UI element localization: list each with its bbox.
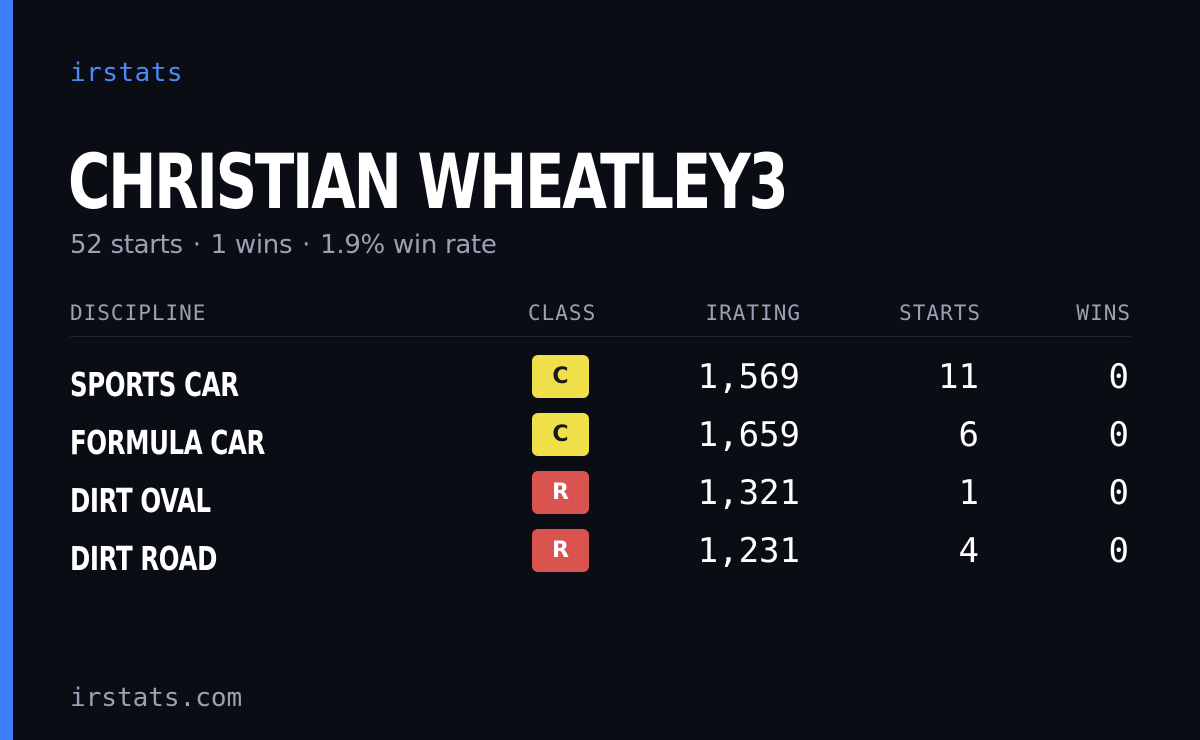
accent-bar	[0, 0, 13, 740]
wins-value: 0	[1108, 415, 1129, 455]
header-class: CLASS	[528, 301, 597, 325]
header-irating: IRATING	[705, 301, 801, 325]
irating-value: 1,659	[697, 415, 800, 455]
table-body: SPORTS CAR C 1,569 11 0 FORMULA CAR C 1,…	[70, 337, 1131, 587]
wins-value: 0	[1108, 357, 1129, 397]
class-badge: R	[532, 529, 589, 572]
table-row: FORMULA CAR C 1,659 6 0	[70, 413, 1131, 471]
wins-value: 0	[1108, 531, 1129, 571]
table-row: DIRT OVAL R 1,321 1 0	[70, 471, 1131, 529]
class-badge: C	[532, 355, 589, 398]
discipline-name: DIRT ROAD	[70, 539, 217, 578]
class-badge: C	[532, 413, 589, 456]
table-row: SPORTS CAR C 1,569 11 0	[70, 355, 1131, 413]
irating-value: 1,321	[697, 473, 800, 513]
summary-separator: ·	[302, 230, 311, 260]
summary-separator: ·	[192, 230, 201, 260]
wins-value: 0	[1108, 473, 1129, 513]
irating-value: 1,231	[697, 531, 800, 571]
discipline-name: DIRT OVAL	[70, 481, 211, 520]
player-summary: 52 starts · 1 wins · 1.9% win rate	[70, 228, 497, 262]
starts-value: 4	[958, 531, 979, 571]
starts-summary: 52 starts	[70, 230, 183, 260]
starts-value: 11	[938, 357, 979, 397]
table-row: DIRT ROAD R 1,231 4 0	[70, 529, 1131, 587]
starts-value: 1	[958, 473, 979, 513]
class-badge: R	[532, 471, 589, 514]
discipline-name: FORMULA CAR	[70, 423, 265, 462]
irating-value: 1,569	[697, 357, 800, 397]
header-wins: WINS	[1076, 301, 1131, 325]
wins-summary: 1 wins	[210, 230, 293, 260]
table-header: DISCIPLINE CLASS IRATING STARTS WINS	[70, 296, 1131, 337]
brand-name: irstats	[70, 58, 184, 88]
header-starts: STARTS	[899, 301, 981, 325]
starts-value: 6	[958, 415, 979, 455]
footer-domain: irstats.com	[70, 683, 243, 713]
license-table: DISCIPLINE CLASS IRATING STARTS WINS SPO…	[70, 296, 1131, 587]
header-discipline: DISCIPLINE	[70, 301, 207, 325]
player-name: CHRISTIAN WHEATLEY3	[68, 137, 789, 226]
win-rate-summary: 1.9% win rate	[320, 230, 497, 260]
discipline-name: SPORTS CAR	[70, 365, 239, 404]
